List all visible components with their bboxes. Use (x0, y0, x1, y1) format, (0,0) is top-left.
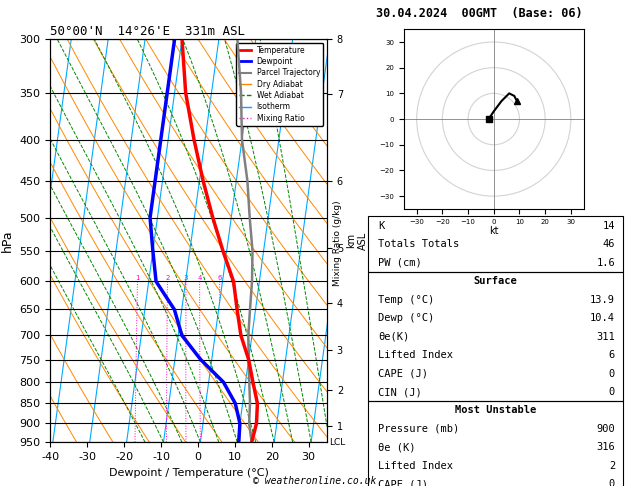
Text: Mixing Ratio (g/kg): Mixing Ratio (g/kg) (333, 200, 342, 286)
X-axis label: Dewpoint / Temperature (°C): Dewpoint / Temperature (°C) (109, 468, 269, 478)
Text: PW (cm): PW (cm) (378, 258, 422, 268)
Text: 0: 0 (609, 479, 615, 486)
Text: 6: 6 (218, 276, 222, 281)
Text: 50°00'N  14°26'E  331m ASL: 50°00'N 14°26'E 331m ASL (50, 25, 245, 38)
Text: Lifted Index: Lifted Index (378, 350, 453, 360)
Text: 4: 4 (198, 276, 202, 281)
Text: 2: 2 (609, 461, 615, 471)
Text: 30.04.2024  00GMT  (Base: 06): 30.04.2024 00GMT (Base: 06) (376, 7, 582, 20)
Bar (368, 216, 623, 272)
Text: Pressure (mb): Pressure (mb) (378, 424, 459, 434)
Text: 1.6: 1.6 (596, 258, 615, 268)
Y-axis label: km
ASL: km ASL (346, 231, 367, 250)
Text: 14: 14 (603, 221, 615, 231)
Text: 3: 3 (184, 276, 188, 281)
Text: 316: 316 (596, 442, 615, 452)
Text: © weatheronline.co.uk: © weatheronline.co.uk (253, 476, 376, 486)
Text: 0: 0 (609, 368, 615, 379)
Text: LCL: LCL (329, 438, 345, 447)
Text: 0: 0 (609, 387, 615, 397)
Bar (368, 272, 623, 401)
Y-axis label: hPa: hPa (1, 229, 14, 252)
Text: 13.9: 13.9 (590, 295, 615, 305)
Text: CAPE (J): CAPE (J) (378, 479, 428, 486)
Text: θe(K): θe(K) (378, 331, 409, 342)
Text: Totals Totals: Totals Totals (378, 240, 459, 249)
Legend: Temperature, Dewpoint, Parcel Trajectory, Dry Adiabat, Wet Adiabat, Isotherm, Mi: Temperature, Dewpoint, Parcel Trajectory… (236, 43, 323, 125)
Text: Surface: Surface (474, 277, 517, 286)
X-axis label: kt: kt (489, 226, 499, 236)
Text: 46: 46 (603, 240, 615, 249)
Text: K: K (378, 221, 384, 231)
Text: CAPE (J): CAPE (J) (378, 368, 428, 379)
Text: Lifted Index: Lifted Index (378, 461, 453, 471)
Text: 6: 6 (609, 350, 615, 360)
Bar (368, 401, 623, 486)
Text: 900: 900 (596, 424, 615, 434)
Text: Temp (°C): Temp (°C) (378, 295, 435, 305)
Text: 2: 2 (165, 276, 170, 281)
Text: Dewp (°C): Dewp (°C) (378, 313, 435, 323)
Text: 311: 311 (596, 331, 615, 342)
Text: 10.4: 10.4 (590, 313, 615, 323)
Text: Most Unstable: Most Unstable (455, 405, 536, 416)
Text: θe (K): θe (K) (378, 442, 416, 452)
Text: CIN (J): CIN (J) (378, 387, 422, 397)
Text: 1: 1 (135, 276, 140, 281)
